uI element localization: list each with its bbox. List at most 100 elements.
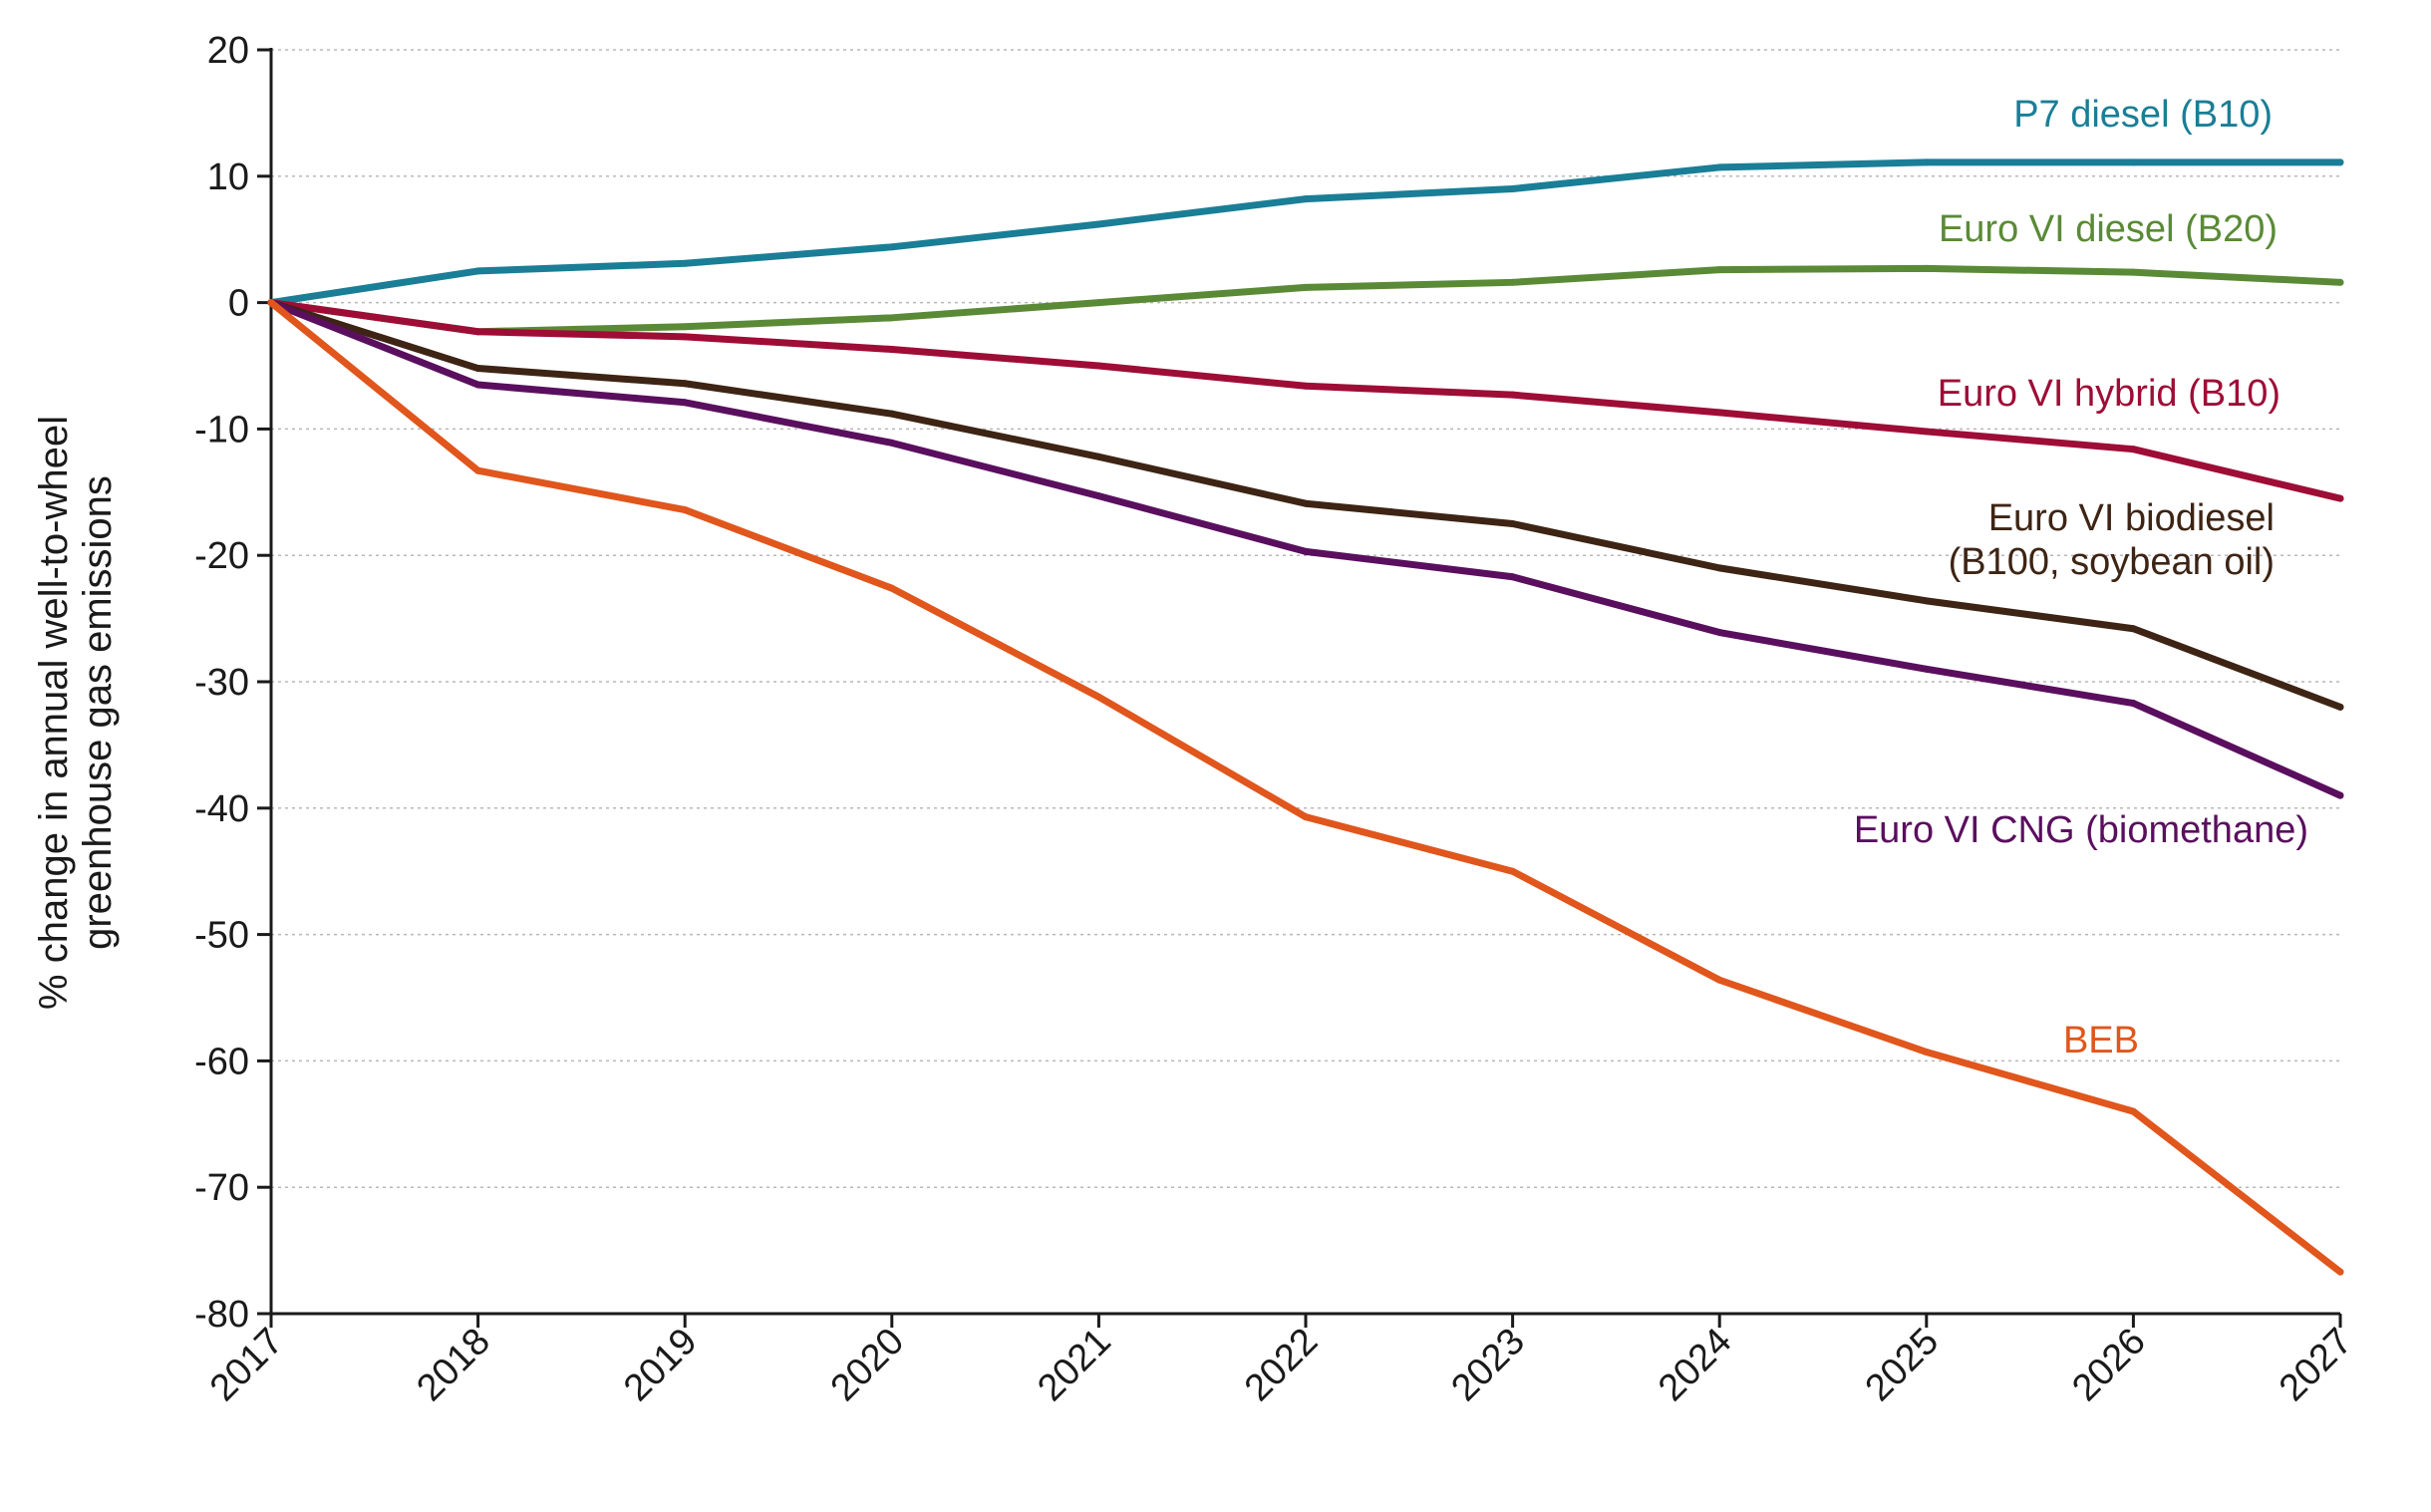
series-label-beb: BEB (2063, 1020, 2139, 1061)
data-point-beb (1715, 976, 1723, 984)
data-point-euro-vi-hybrid-b10 (1094, 362, 1102, 370)
data-point-beb (267, 299, 275, 307)
data-point-p7-diesel-b10 (2129, 158, 2137, 166)
data-point-p7-diesel-b10 (681, 259, 689, 267)
data-point-p7-diesel-b10 (1094, 220, 1102, 228)
series-label-line: Euro VI hybrid (B10) (1938, 373, 2280, 415)
data-point-euro-vi-hybrid-b10 (681, 333, 689, 341)
y-axis-title: % change in annual well-to-wheelgreenhou… (32, 416, 120, 1010)
data-point-euro-vi-diesel-b20 (681, 323, 689, 331)
y-axis-ticks: 20 10 0 -10 -20 -30 -40 -50 -60 -70 -80 (194, 30, 271, 1336)
data-point-euro-vi-diesel-b20 (1509, 278, 1517, 286)
x-axis-ticks: 2017 2018 2019 2020 2021 2022 2023 2024 2025 2026… (202, 1314, 2360, 1409)
data-point-euro-vi-cng-biomethane (2129, 700, 2137, 708)
series-label-line: Euro VI diesel (B20) (1939, 208, 2278, 250)
data-point-euro-vi-cng-biomethane (1923, 665, 1931, 673)
data-point-euro-vi-hybrid-b10 (888, 346, 896, 354)
data-point-beb (1923, 1049, 1931, 1057)
y-tick-label: -10 (194, 409, 249, 451)
y-tick-label: 0 (228, 283, 249, 325)
x-tick-label: 2022 (1237, 1321, 1326, 1409)
data-point-euro-vi-biodiesel-b100-soybean-oil (1715, 564, 1723, 572)
data-point-beb (888, 584, 896, 592)
series-line-beb (267, 299, 2344, 1276)
series-label-euro-vi-hybrid-b10: Euro VI hybrid (B10) (1938, 373, 2280, 415)
data-point-euro-vi-diesel-b20 (2336, 278, 2344, 286)
data-point-euro-vi-biodiesel-b100-soybean-oil (2129, 625, 2137, 633)
data-point-beb (474, 466, 482, 474)
data-point-euro-vi-diesel-b20 (2129, 268, 2137, 276)
data-point-euro-vi-cng-biomethane (1715, 629, 1723, 637)
data-point-euro-vi-hybrid-b10 (2129, 446, 2137, 454)
data-point-euro-vi-cng-biomethane (1302, 547, 1310, 555)
series-labels: P7 diesel (B10) Euro VI diesel (B20) Euro … (1854, 94, 2308, 1061)
data-point-p7-diesel-b10 (1923, 158, 1931, 166)
data-point-p7-diesel-b10 (1302, 195, 1310, 203)
y-tick-label: -30 (194, 662, 249, 704)
data-point-beb (2129, 1107, 2137, 1115)
data-point-euro-vi-biodiesel-b100-soybean-oil (474, 365, 482, 373)
y-tick-label: -80 (194, 1294, 249, 1336)
x-tick-label: 2020 (823, 1321, 912, 1409)
data-point-euro-vi-cng-biomethane (888, 439, 896, 447)
data-point-euro-vi-biodiesel-b100-soybean-oil (1302, 499, 1310, 507)
y-tick-label: -20 (194, 535, 249, 577)
series-lines (267, 158, 2344, 1276)
data-point-euro-vi-cng-biomethane (1509, 573, 1517, 581)
data-point-euro-vi-biodiesel-b100-soybean-oil (2336, 703, 2344, 711)
data-point-euro-vi-diesel-b20 (1715, 266, 1723, 274)
data-point-euro-vi-biodiesel-b100-soybean-oil (888, 410, 896, 418)
data-point-euro-vi-cng-biomethane (681, 399, 689, 407)
series-label-line: BEB (2063, 1020, 2139, 1061)
y-tick-label: -70 (194, 1167, 249, 1209)
data-point-beb (1509, 867, 1517, 875)
data-point-beb (681, 506, 689, 514)
data-point-euro-vi-diesel-b20 (1302, 283, 1310, 291)
data-point-euro-vi-hybrid-b10 (1509, 391, 1517, 399)
y-axis-title-line: % change in annual well-to-wheel (32, 416, 76, 1010)
series-label-line: (B100, soybean oil) (1949, 541, 2275, 583)
x-tick-label: 2023 (1443, 1321, 1532, 1409)
data-point-euro-vi-cng-biomethane (474, 381, 482, 389)
y-tick-label: -60 (194, 1041, 249, 1082)
series-label-euro-vi-biodiesel-b100-soybean-oil: Euro VI biodiesel (B100, soybean oil) (1949, 497, 2275, 583)
series-label-line: P7 diesel (B10) (2013, 94, 2273, 136)
data-point-euro-vi-hybrid-b10 (2336, 494, 2344, 502)
data-point-beb (1094, 693, 1102, 701)
data-point-euro-vi-biodiesel-b100-soybean-oil (681, 380, 689, 388)
data-point-p7-diesel-b10 (888, 243, 896, 251)
series-label-line: Euro VI CNG (biomethane) (1854, 809, 2308, 851)
y-tick-label: 10 (207, 156, 249, 198)
data-point-euro-vi-diesel-b20 (1923, 264, 1931, 272)
x-tick-label: 2021 (1030, 1321, 1118, 1409)
data-point-euro-vi-cng-biomethane (1094, 492, 1102, 500)
x-tick-label: 2027 (2272, 1321, 2360, 1409)
x-tick-label: 2019 (616, 1321, 705, 1409)
data-point-euro-vi-biodiesel-b100-soybean-oil (1509, 520, 1517, 527)
data-point-p7-diesel-b10 (1715, 163, 1723, 171)
data-point-euro-vi-diesel-b20 (1094, 299, 1102, 307)
data-point-euro-vi-hybrid-b10 (1715, 409, 1723, 417)
x-tick-label: 2026 (2064, 1321, 2153, 1409)
data-point-euro-vi-biodiesel-b100-soybean-oil (1923, 597, 1931, 605)
x-tick-label: 2018 (409, 1321, 497, 1409)
x-tick-label: 2025 (1858, 1321, 1947, 1409)
data-point-euro-vi-cng-biomethane (2336, 791, 2344, 799)
y-tick-label: -40 (194, 788, 249, 830)
y-tick-label: 20 (207, 30, 249, 72)
data-point-p7-diesel-b10 (1509, 184, 1517, 192)
series-label-p7-diesel-b10: P7 diesel (B10) (2013, 94, 2273, 136)
series-label-euro-vi-cng-biomethane: Euro VI CNG (biomethane) (1854, 809, 2308, 851)
y-axis-title-line: greenhouse gas emissions (76, 475, 120, 950)
x-tick-label: 2024 (1651, 1321, 1739, 1409)
data-point-beb (2336, 1268, 2344, 1276)
series-label-euro-vi-diesel-b20: Euro VI diesel (B20) (1939, 208, 2278, 250)
series-line-euro-vi-diesel-b20 (267, 264, 2344, 336)
gridlines (271, 49, 2340, 1188)
data-point-euro-vi-hybrid-b10 (474, 328, 482, 336)
data-point-euro-vi-hybrid-b10 (1302, 382, 1310, 390)
y-tick-label: -50 (194, 915, 249, 957)
data-point-euro-vi-biodiesel-b100-soybean-oil (1094, 453, 1102, 460)
series-label-line: Euro VI biodiesel (1988, 497, 2275, 539)
